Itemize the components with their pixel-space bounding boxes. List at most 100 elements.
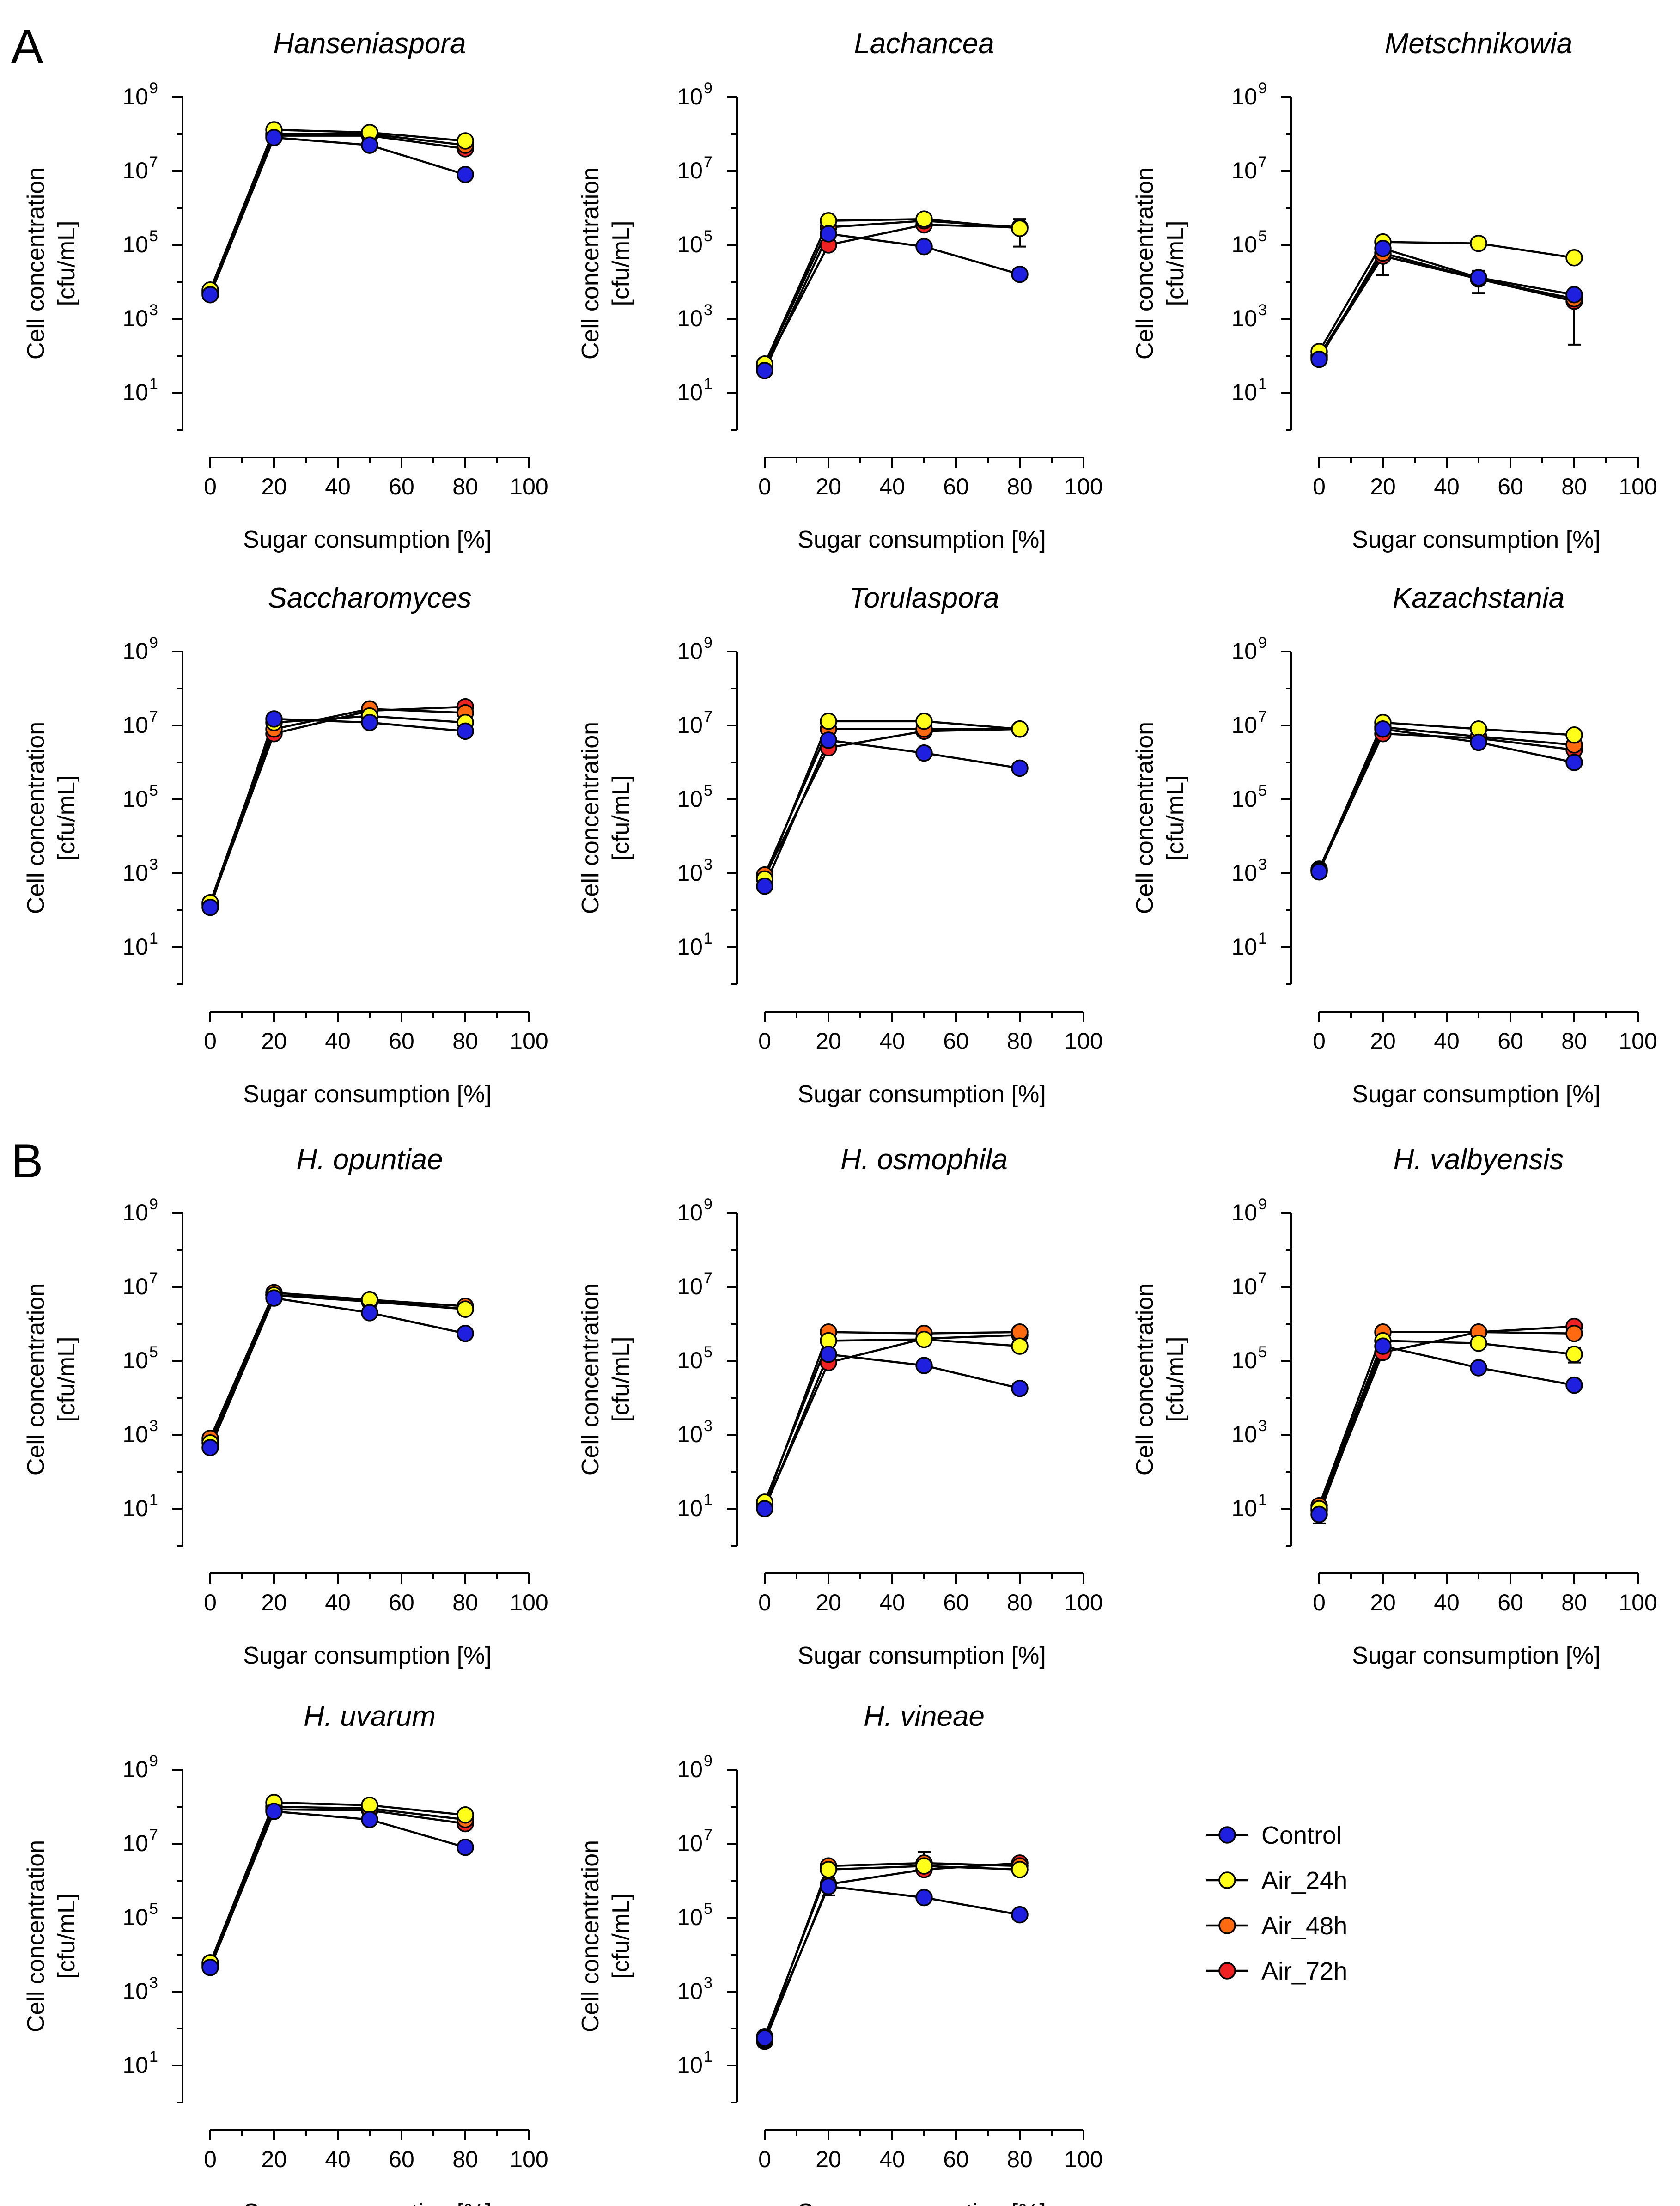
series-line-control: [763, 1353, 1020, 1509]
x-tick-label: 40: [1434, 1028, 1460, 1054]
chart-title: H. osmophila: [840, 1144, 1008, 1176]
x-tick-label: 40: [879, 1028, 905, 1054]
x-tick-label: 100: [1619, 1590, 1657, 1615]
y-tick-exponent: 3: [704, 1974, 712, 1992]
point-control: [201, 1438, 219, 1456]
y-tick-label: 10: [122, 379, 148, 405]
y-tick-exponent: 3: [1258, 1417, 1267, 1435]
x-tick-label: 100: [510, 1028, 548, 1054]
point-control: [1374, 1337, 1392, 1355]
y-tick-label: 10: [122, 1347, 148, 1373]
panel-letter-b: B: [11, 1134, 43, 1188]
y-tick-label: 10: [677, 1347, 703, 1373]
x-tick-label: 20: [816, 2146, 841, 2172]
y-tick-exponent: 9: [704, 79, 712, 97]
y-axis-unit-label: [cfu/mL]: [53, 1337, 80, 1422]
y-axis-label: Cell concentration: [1132, 1283, 1158, 1475]
point-control: [361, 136, 378, 154]
legend-label: Air_72h: [1261, 1957, 1347, 1985]
x-tick-label: 0: [204, 474, 217, 500]
x-tick-label: 60: [943, 1028, 969, 1054]
y-tick-exponent: 9: [704, 634, 712, 652]
y-tick-exponent: 7: [1258, 708, 1267, 725]
y-tick-label: 10: [677, 638, 703, 664]
point-air-24h: [915, 1857, 933, 1875]
legend-item-air-48h: Air_48h: [1206, 1912, 1347, 1940]
chart-title: H. uvarum: [304, 1700, 436, 1732]
x-axis-label: Sugar consumption [%]: [1352, 1081, 1601, 1108]
y-tick-label: 10: [677, 1495, 703, 1521]
legend-label: Air_24h: [1261, 1867, 1347, 1895]
series-line-air-48h: [209, 1292, 466, 1439]
x-tick-label: 40: [325, 474, 351, 500]
x-tick-label: 0: [758, 2146, 771, 2172]
point-control: [361, 1810, 378, 1828]
point-air-24h: [1565, 1346, 1583, 1363]
y-tick-exponent: 9: [1258, 1195, 1267, 1213]
x-tick-label: 100: [1064, 1590, 1102, 1615]
y-tick-label: 10: [122, 305, 148, 331]
x-tick-label: 0: [1313, 474, 1326, 500]
series-line-control: [763, 739, 1020, 887]
y-tick-exponent: 7: [149, 708, 158, 725]
y-tick-label: 10: [1231, 1347, 1257, 1373]
x-tick-label: 80: [1561, 1028, 1587, 1054]
y-tick-exponent: 5: [704, 782, 712, 799]
y-axis-label: Cell concentration: [1132, 167, 1158, 360]
y-tick-exponent: 7: [1258, 153, 1267, 171]
point-control: [1011, 1379, 1029, 1397]
x-tick-label: 80: [452, 1028, 478, 1054]
x-axis-label: Sugar consumption [%]: [797, 1081, 1046, 1108]
x-tick-label: 60: [389, 1590, 414, 1615]
y-tick-label: 10: [677, 1756, 703, 1782]
point-control: [201, 1958, 219, 1976]
series-line-air-72h: [763, 1334, 1020, 1508]
y-tick-label: 10: [122, 1495, 148, 1521]
y-axis-unit-label: [cfu/mL]: [1162, 1337, 1189, 1422]
y-axis-label: Cell concentration: [577, 722, 604, 914]
y-tick-label: 10: [122, 860, 148, 886]
x-axis-label: Sugar consumption [%]: [243, 1642, 492, 1669]
point-control: [1011, 1906, 1029, 1924]
y-tick-exponent: 7: [704, 708, 712, 725]
y-tick-exponent: 5: [704, 1900, 712, 1918]
x-tick-label: 40: [1434, 474, 1460, 500]
x-tick-label: 40: [325, 2146, 351, 2172]
y-axis-label: Cell concentration: [577, 1840, 604, 2032]
y-tick-label: 10: [1231, 84, 1257, 110]
x-tick-label: 20: [1370, 1590, 1396, 1615]
point-control: [1011, 265, 1029, 283]
legend-item-air-24h: Air_24h: [1206, 1867, 1347, 1895]
legend-item-control: Control: [1206, 1822, 1342, 1849]
point-control: [820, 1877, 837, 1895]
x-tick-label: 80: [1007, 2146, 1033, 2172]
y-tick-exponent: 1: [1258, 375, 1267, 393]
y-axis-unit-label: [cfu/mL]: [53, 221, 80, 306]
point-control: [1310, 1505, 1328, 1523]
y-tick-label: 10: [122, 1978, 148, 2004]
x-tick-label: 20: [261, 2146, 287, 2172]
point-control: [915, 1357, 933, 1374]
x-tick-label: 0: [758, 1028, 771, 1054]
y-tick-exponent: 1: [149, 1491, 158, 1509]
point-control: [1011, 759, 1029, 777]
series-line-air-72h: [209, 1294, 466, 1441]
series-line-air-24h: [209, 128, 466, 291]
y-tick-label: 10: [122, 1421, 148, 1447]
series-line-air-48h: [209, 1805, 466, 1965]
y-tick-exponent: 1: [704, 1491, 712, 1509]
y-tick-label: 10: [677, 232, 703, 257]
chart-title: Torulaspora: [849, 582, 999, 614]
y-tick-exponent: 3: [704, 856, 712, 873]
series-line-air-72h: [209, 134, 466, 293]
point-air-24h: [1011, 1861, 1029, 1878]
series-line-control: [209, 1810, 466, 1968]
point-control: [1470, 733, 1487, 751]
point-control: [820, 1346, 837, 1363]
y-tick-exponent: 5: [1258, 227, 1267, 245]
x-axis-label: Sugar consumption [%]: [797, 2199, 1046, 2206]
